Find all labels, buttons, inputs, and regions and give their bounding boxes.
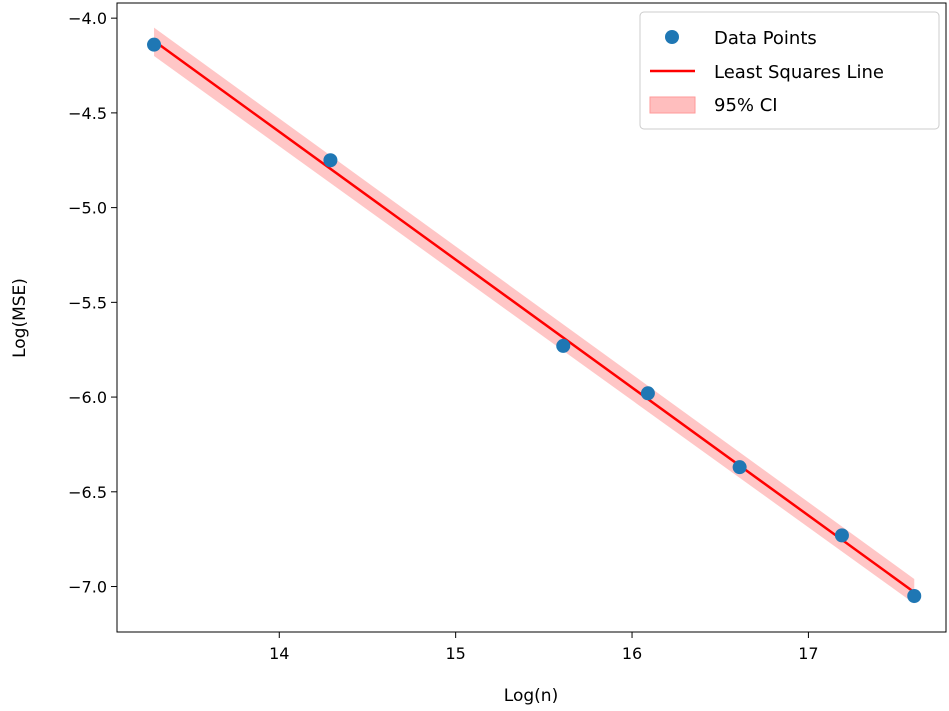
data-point bbox=[732, 460, 747, 475]
data-point bbox=[323, 153, 338, 168]
y-tick-label: −4.5 bbox=[68, 104, 107, 123]
data-point bbox=[556, 338, 571, 353]
y-tick-label: −6.5 bbox=[68, 483, 107, 502]
x-axis-label: Log(n) bbox=[504, 686, 558, 706]
legend: Data Points Least Squares Line 95% CI bbox=[639, 11, 940, 130]
y-tick-label: −7.0 bbox=[68, 578, 107, 597]
data-point bbox=[907, 589, 922, 604]
data-point bbox=[640, 386, 655, 401]
regression-line-layer bbox=[153, 39, 915, 594]
x-tick-label: 15 bbox=[445, 644, 465, 663]
legend-marker-ci bbox=[649, 96, 696, 114]
x-tick-label: 14 bbox=[269, 644, 289, 663]
legend-label-ci: 95% CI bbox=[714, 95, 778, 116]
x-axis-ticks: 14 15 16 17 bbox=[269, 632, 819, 663]
plot-frame bbox=[116, 2, 947, 633]
legend-marker-data-points bbox=[665, 30, 679, 44]
legend-box bbox=[639, 11, 940, 130]
least-squares-line bbox=[153, 39, 915, 594]
x-tick-label: 17 bbox=[798, 644, 818, 663]
legend-label-least-squares-line: Least Squares Line bbox=[714, 62, 884, 83]
y-axis-label: Log(MSE) bbox=[10, 278, 30, 358]
x-tick-label: 16 bbox=[622, 644, 642, 663]
y-tick-label: −5.0 bbox=[68, 199, 107, 218]
data-point bbox=[147, 37, 162, 52]
y-tick-label: −6.0 bbox=[68, 388, 107, 407]
y-axis-ticks: −4.0 −4.5 −5.0 −5.5 −6.0 −6.5 −7.0 bbox=[68, 9, 117, 597]
data-point bbox=[834, 528, 849, 543]
legend-label-data-points: Data Points bbox=[714, 28, 817, 49]
y-tick-label: −5.5 bbox=[68, 293, 107, 312]
data-points-layer bbox=[147, 37, 922, 604]
y-tick-label: −4.0 bbox=[68, 9, 107, 28]
